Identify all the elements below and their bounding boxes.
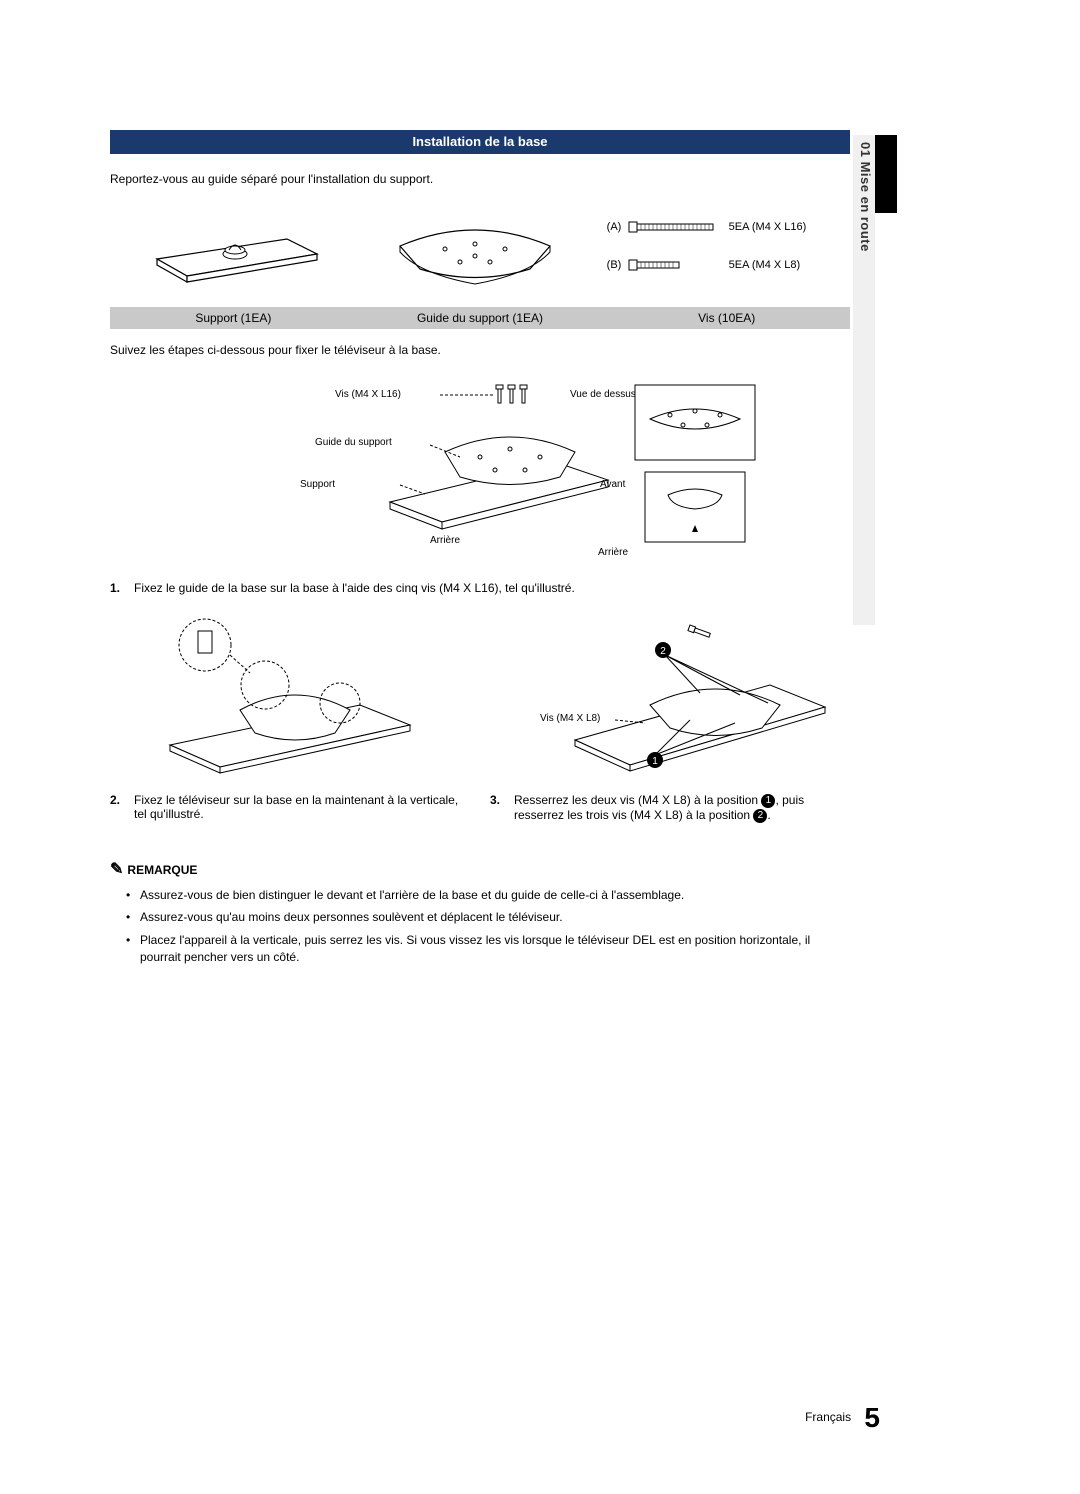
support-icon [137,204,327,294]
step3-text-row: 3. Resserrez les deux vis (M4 X L8) à la… [490,793,850,823]
step3-figure: 1 2 [490,615,850,785]
page-footer: Français 5 [805,1402,880,1434]
screw-b-spec: 5EA (M4 X L8) [729,259,801,271]
assembly-figure: Vis (M4 X L16) Guide du support Support … [110,367,850,567]
remarque-header: ✎ REMARQUE [110,859,850,879]
step1: 1. Fixez le guide de la base sur la base… [110,581,850,595]
screw-b-label: (B) [607,259,629,271]
remarque-list: Assurez-vous de bien distinguer le devan… [110,887,850,966]
callout-guide: Guide du support [315,437,392,448]
remarque-item: Assurez-vous qu'au moins deux personnes … [140,909,850,926]
step3-screw-label: Vis (M4 X L8) [540,713,600,724]
callout-rear2: Arrière [598,547,628,558]
callout-topview: Vue de dessus [570,389,636,400]
step3-col: 1 2 Vis (M4 X L8) 3. Resserrez les deux … [490,615,850,823]
callout-front: Avant [600,479,625,490]
remarque-block: ✎ REMARQUE Assurez-vous de bien distingue… [110,859,850,966]
step2-text-row: 2. Fixez le téléviseur sur la base en la… [110,793,460,821]
remarque-item: Assurez-vous de bien distinguer le devan… [140,887,850,904]
part-guide [353,204,596,299]
part-support [110,204,353,299]
step3-text: Resserrez les deux vis (M4 X L8) à la po… [514,793,850,823]
screw-short-icon [629,258,689,272]
footer-lang: Français [805,1410,851,1424]
step1-text: Fixez le guide de la base sur la base à … [134,581,575,595]
step3-num: 3. [490,793,504,823]
part-label-2: Guide du support (1EA) [357,307,604,329]
part-label-1: Support (1EA) [110,307,357,329]
intro-text: Reportez-vous au guide séparé pour l'ins… [110,172,960,186]
follow-text: Suivez les étapes ci-dessous pour fixer … [110,343,960,357]
screw-a-spec: 5EA (M4 X L16) [729,221,807,233]
guide-icon [370,204,580,294]
step1-num: 1. [110,581,124,595]
screw-a-label: (A) [607,221,629,233]
remarque-title: REMARQUE [127,863,197,877]
parts-label-bar: Support (1EA) Guide du support (1EA) Vis… [110,307,850,329]
part-label-3: Vis (10EA) [603,307,850,329]
section-header: Installation de la base [110,130,850,154]
assembly-svg [350,367,770,567]
callout-screw: Vis (M4 X L16) [335,389,401,400]
part-screws: (A) 5EA (M4 X L16) (B) [597,204,850,299]
page-content: Installation de la base Reportez-vous au… [110,130,960,972]
svg-text:2: 2 [660,646,666,657]
screw-long-icon [629,220,719,234]
parts-row: (A) 5EA (M4 X L16) (B) [110,204,850,299]
page-number: 5 [864,1402,880,1433]
step2-figure [110,615,450,785]
step2-col: 2. Fixez le téléviseur sur la base en la… [110,615,460,823]
steps-2-3: 2. Fixez le téléviseur sur la base en la… [110,615,850,823]
callout-rear1: Arrière [430,535,460,546]
step2-num: 2. [110,793,124,821]
callout-support: Support [300,479,335,490]
svg-text:1: 1 [652,756,658,767]
remarque-item: Placez l'appareil à la verticale, puis s… [140,932,850,966]
step2-text: Fixez le téléviseur sur la base en la ma… [134,793,460,821]
note-icon: ✎ [110,861,123,878]
